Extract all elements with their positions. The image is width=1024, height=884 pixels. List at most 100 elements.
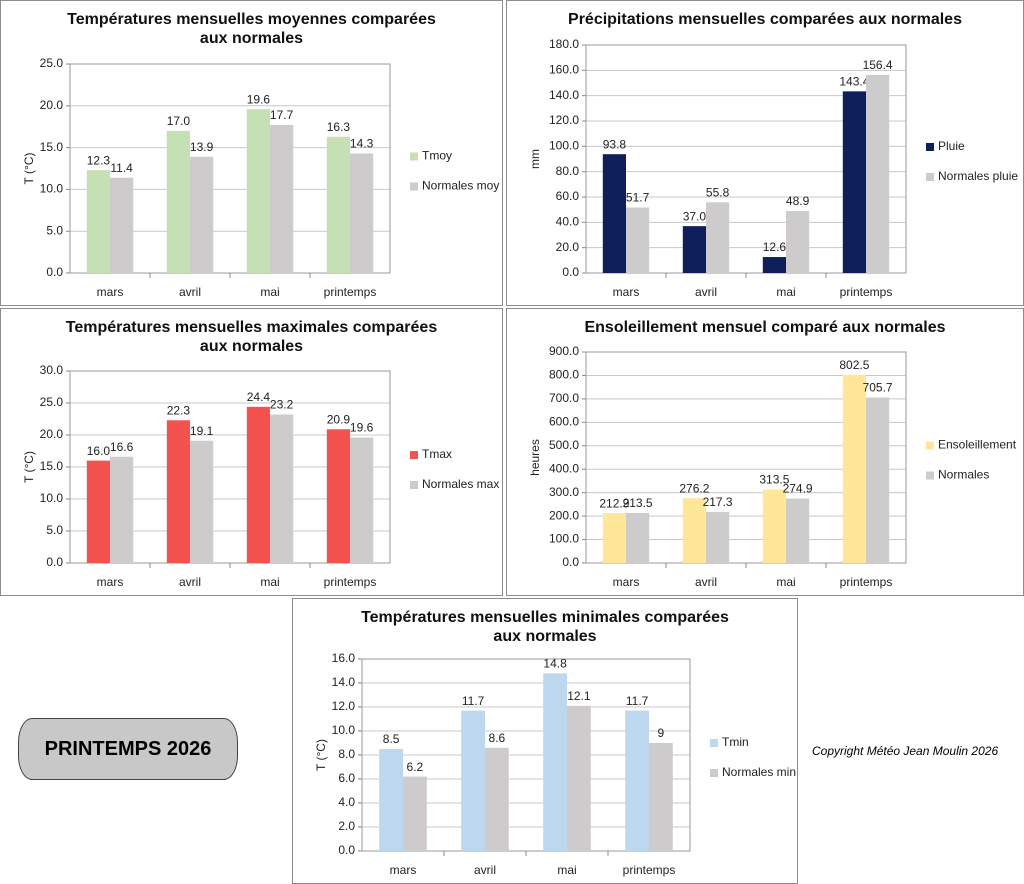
- legend-label: Normales pluie: [938, 169, 1018, 183]
- x-tick-label: mars: [613, 285, 640, 299]
- value-label: 276.2: [679, 481, 709, 495]
- y-tick-label: 20.0: [40, 427, 64, 441]
- x-tick-label: printemps: [623, 863, 676, 877]
- legend-label: Tmax: [422, 447, 452, 461]
- x-tick-label: mars: [97, 575, 124, 589]
- y-axis-label: T (°C): [22, 153, 36, 185]
- value-label: 14.3: [350, 137, 374, 151]
- bar: [842, 91, 866, 273]
- value-label: 143.4: [839, 75, 869, 89]
- value-label: 93.8: [603, 137, 627, 151]
- y-tick-label: 2.0: [338, 819, 355, 833]
- value-label: 9: [658, 726, 665, 740]
- value-label: 55.8: [706, 185, 730, 199]
- y-tick-label: 8.0: [338, 747, 355, 761]
- value-label: 14.8: [543, 657, 567, 671]
- y-tick-label: 15.0: [40, 459, 64, 473]
- legend-label: Normales: [938, 468, 989, 482]
- y-axis-label: mm: [528, 149, 542, 169]
- chart-title: Températures mensuelles moyennes comparé…: [67, 11, 436, 47]
- y-tick-label: 300.0: [549, 485, 579, 499]
- bar: [842, 374, 866, 563]
- legend-swatch: [926, 471, 934, 480]
- legend-swatch: [926, 173, 934, 181]
- y-tick-label: 30.0: [40, 363, 64, 377]
- y-tick-label: 12.0: [332, 699, 356, 713]
- value-label: 20.9: [327, 412, 351, 426]
- bar: [461, 710, 485, 851]
- bar: [166, 130, 190, 273]
- value-label: 11.7: [626, 694, 649, 708]
- y-axis-label: T (°C): [314, 739, 328, 771]
- value-label: 12.3: [87, 153, 111, 167]
- bar: [326, 429, 350, 563]
- y-tick-label: 700.0: [549, 391, 579, 405]
- bar: [485, 747, 509, 851]
- legend-label: Normales moy: [422, 179, 499, 193]
- bar: [786, 211, 810, 273]
- bar: [682, 226, 706, 273]
- x-tick-label: mai: [260, 575, 279, 589]
- value-label: 51.7: [626, 191, 650, 205]
- value-label: 16.6: [110, 440, 134, 454]
- y-tick-label: 600.0: [549, 415, 579, 429]
- x-tick-label: mars: [97, 285, 124, 299]
- bar: [543, 673, 567, 851]
- y-tick-label: 0.0: [46, 265, 63, 279]
- y-tick-label: 10.0: [40, 491, 64, 505]
- value-label: 22.3: [167, 403, 191, 417]
- y-tick-label: 120.0: [549, 113, 579, 127]
- bar: [246, 109, 270, 273]
- legend-swatch: [410, 152, 418, 161]
- x-tick-label: mai: [776, 285, 795, 299]
- y-axis-label: heures: [528, 439, 542, 476]
- legend-swatch: [710, 739, 718, 747]
- value-label: 17.0: [167, 114, 191, 128]
- bar: [110, 177, 134, 273]
- value-label: 16.3: [327, 120, 351, 134]
- bar: [379, 749, 403, 851]
- y-tick-label: 140.0: [549, 88, 579, 102]
- value-label: 24.4: [247, 390, 271, 404]
- y-tick-label: 6.0: [338, 771, 355, 785]
- legend-label: Pluie: [938, 139, 965, 153]
- y-tick-label: 200.0: [549, 508, 579, 522]
- value-label: 19.6: [247, 92, 271, 106]
- value-label: 19.6: [350, 421, 374, 435]
- y-tick-label: 5.0: [46, 523, 63, 537]
- x-tick-label: mai: [776, 575, 795, 589]
- y-tick-label: 5.0: [46, 223, 63, 237]
- bar: [270, 125, 294, 273]
- bar: [866, 74, 890, 273]
- value-label: 12.1: [567, 689, 591, 703]
- value-label: 274.9: [783, 482, 813, 496]
- bar: [602, 154, 626, 273]
- value-label: 17.7: [270, 108, 294, 122]
- value-label: 11.4: [110, 161, 133, 175]
- bar: [246, 406, 270, 563]
- bar: [190, 440, 214, 563]
- bar: [706, 512, 730, 563]
- y-tick-label: 4.0: [338, 795, 355, 809]
- bar: [786, 498, 810, 563]
- y-tick-label: 800.0: [549, 368, 579, 382]
- y-tick-label: 25.0: [40, 56, 64, 70]
- bar: [762, 257, 786, 273]
- value-label: 11.7: [462, 694, 485, 708]
- legend-swatch: [410, 182, 418, 191]
- y-tick-label: 900.0: [549, 344, 579, 358]
- legend-swatch: [410, 451, 418, 459]
- legend-swatch: [926, 441, 934, 450]
- bar: [110, 456, 134, 563]
- copyright: Copyright Météo Jean Moulin 2026: [812, 744, 999, 758]
- chart-title: Températures mensuelles maximales compar…: [65, 319, 438, 355]
- bar: [706, 202, 730, 273]
- x-tick-label: mars: [613, 575, 640, 589]
- bar: [350, 437, 374, 563]
- y-tick-label: 25.0: [40, 395, 64, 409]
- legend-label: Normales min: [722, 765, 796, 779]
- y-tick-label: 180.0: [549, 37, 579, 51]
- y-tick-label: 16.0: [332, 651, 356, 665]
- y-tick-label: 100.0: [549, 532, 579, 546]
